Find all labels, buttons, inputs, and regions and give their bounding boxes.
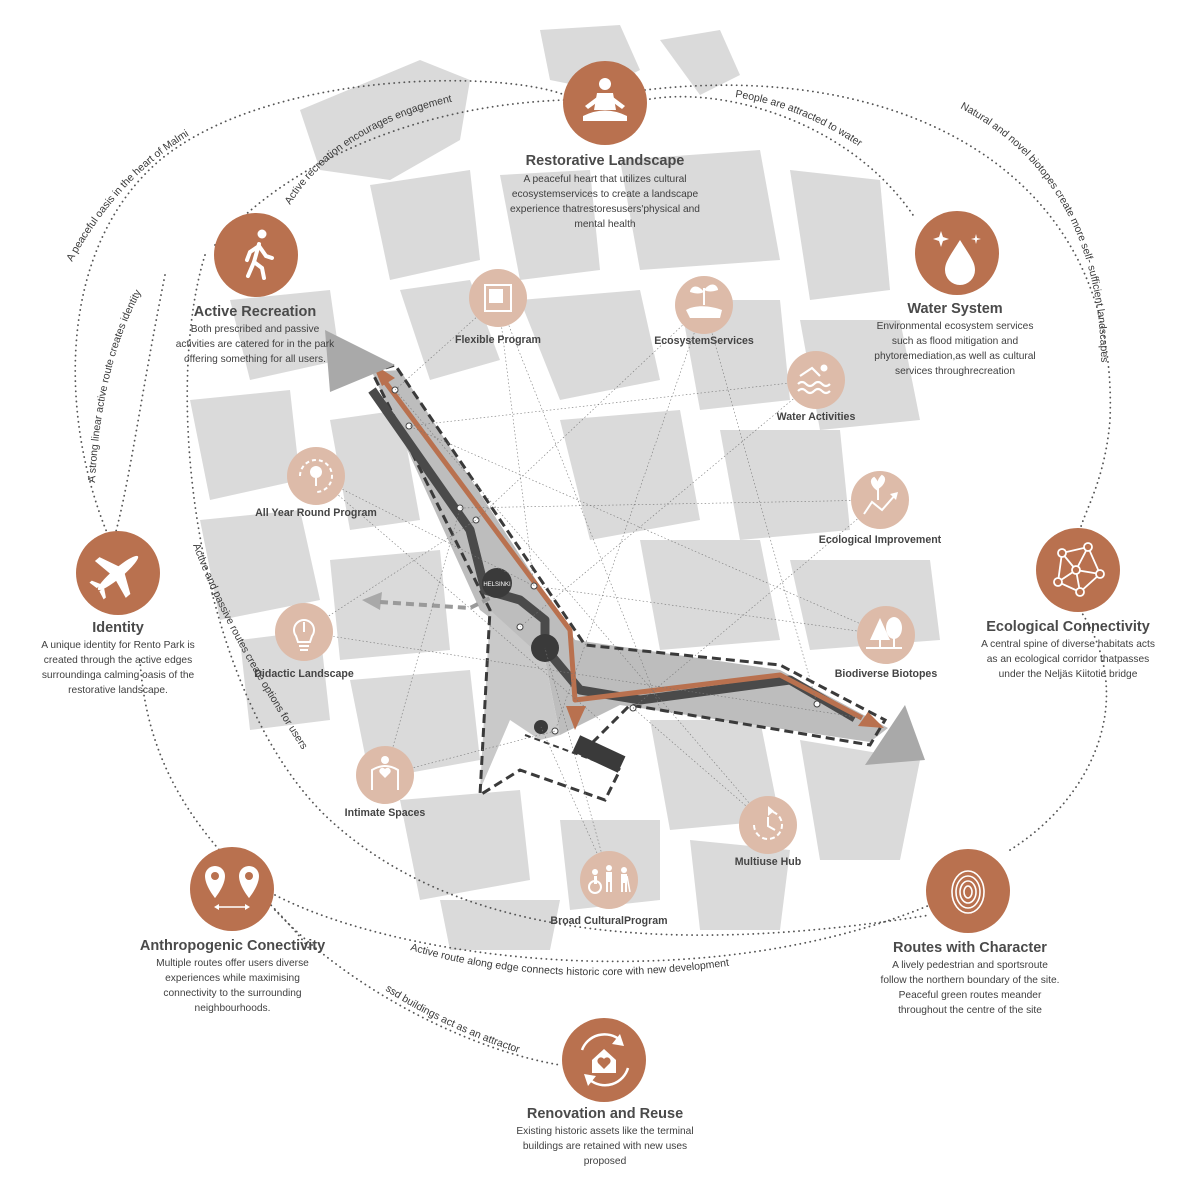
- grey-dashed-route: [379, 596, 491, 611]
- node-desc: Existing historic assets like the termin…: [516, 1126, 694, 1167]
- orange-route: [377, 373, 864, 721]
- frame-icon: [484, 284, 512, 312]
- svg-text:A peaceful oasis in the heart: A peaceful oasis in the heart of Malmi: [64, 128, 191, 264]
- svg-text:People are attracted to water: People are attracted to water: [735, 88, 865, 149]
- network-icon: [1053, 542, 1105, 597]
- sub-label-biodiverse: Biodiverse Biotopes: [834, 668, 938, 680]
- node-title: Restorative Landscape: [525, 153, 685, 169]
- grey-arrow-se: [865, 705, 925, 765]
- sub-node-didactic: [275, 603, 333, 661]
- meditation-icon: [583, 78, 627, 121]
- path-label-water: People are attracted to water: [735, 88, 865, 149]
- node-title: Anthropogenic Conectivity: [139, 938, 326, 954]
- sub-node-broad-cultural: [580, 851, 638, 909]
- node-title: Identity: [92, 620, 144, 636]
- terminal-building: [572, 735, 626, 773]
- water-drop-icon: [933, 231, 981, 285]
- node-title: Water System: [907, 301, 1003, 317]
- node-desc: Both prescribed and passive activities a…: [175, 324, 335, 365]
- sub-label-all-year: All Year Round Program: [255, 507, 377, 519]
- node-identity-text: Identity A unique identity for Rento Par…: [38, 620, 198, 698]
- main-node-restorative: [563, 61, 647, 145]
- swimmer-icon: [797, 364, 831, 395]
- main-node-water: [915, 211, 999, 295]
- sub-node-flexible: [469, 269, 527, 327]
- growth-chart-icon: [863, 474, 898, 515]
- node-desc: A peaceful heart that utilizes cultural …: [510, 174, 700, 230]
- node-renovation-text: Renovation and Reuse Existing historic a…: [495, 1106, 715, 1169]
- node-routes-text: Routes with Character A lively pedestria…: [870, 940, 1070, 1018]
- sprout-hand-icon: [686, 284, 722, 318]
- path-label-oasis: A peaceful oasis in the heart of Malmi: [64, 128, 191, 264]
- path-label-linear-route: A strong linear active route creates ide…: [86, 287, 144, 483]
- sub-node-ecological-improvement: [851, 471, 909, 529]
- node-desc: Environmental ecosystem services such as…: [874, 321, 1036, 377]
- node-title: Routes with Character: [893, 940, 1047, 956]
- fingerprint-icon: [951, 870, 985, 914]
- clock-cycle-icon: [753, 806, 783, 840]
- map-marker-label: HELSINKI: [483, 582, 511, 588]
- sub-label-didactic: Didactic Landscape: [254, 668, 354, 680]
- city-blocks: [190, 25, 940, 950]
- site-boundary: [369, 363, 888, 802]
- house-cycle-icon: [580, 1033, 630, 1087]
- airplane-icon: [89, 555, 139, 600]
- node-restorative-text: Restorative Landscape A peaceful heart t…: [475, 153, 735, 232]
- tree-cycle-icon: [299, 459, 333, 493]
- sub-node-water-activities: [787, 351, 845, 409]
- sub-label-broad-cultural: Broad CulturalProgram: [550, 915, 668, 927]
- sub-label-water-activities: Water Activities: [776, 411, 856, 423]
- orange-arrow-s: [566, 706, 586, 730]
- location-pins-icon: [205, 866, 259, 910]
- node-anthropogenic-text: Anthropogenic Conectivity Multiple route…: [120, 938, 345, 1016]
- node-desc: A unique identity for Rento Park is crea…: [41, 640, 195, 696]
- park-area-lower: [480, 610, 560, 790]
- node-water-text: Water System Environmental ecosystem ser…: [855, 301, 1055, 379]
- sub-node-multiuse: [739, 796, 797, 854]
- node-title: Ecological Connectivity: [986, 619, 1150, 635]
- main-node-routes: [926, 849, 1010, 933]
- sub-node-ecosystem: [675, 276, 733, 334]
- sub-label-flexible: Flexible Program: [455, 334, 541, 346]
- path-label-attractor: ssd buildings act as an attractor: [383, 982, 521, 1055]
- main-node-ecological: [1036, 528, 1120, 612]
- heart-person-icon: [371, 756, 399, 790]
- lightbulb-icon: [293, 619, 315, 651]
- svg-text:ssd buildings act as an attrac: ssd buildings act as an attractor: [383, 982, 521, 1055]
- sub-label-intimate: Intimate Spaces: [344, 807, 426, 819]
- connector-lines: [303, 297, 887, 881]
- grey-arrow-nw: [325, 330, 395, 392]
- node-desc: A central spine of diverse habitats acts…: [981, 639, 1155, 680]
- node-title: Active Recreation: [193, 304, 317, 320]
- main-node-active: [214, 213, 298, 297]
- sub-label-multiuse: Multiuse Hub: [734, 856, 802, 868]
- sub-label-ecosystem: EcosystemServices: [654, 335, 754, 347]
- orange-arrow-se: [858, 712, 884, 728]
- sub-node-all-year: [287, 447, 345, 505]
- sub-node-biodiverse: [857, 606, 915, 664]
- node-active-text: Active Recreation Both prescribed and pa…: [165, 304, 345, 367]
- node-desc: A lively pedestrian and sportsroute foll…: [880, 960, 1060, 1016]
- sub-label-ecological-improvement: Ecological Improvement: [818, 534, 942, 546]
- node-title: Renovation and Reuse: [526, 1106, 684, 1122]
- outer-dotted-paths: [74, 79, 1112, 1066]
- main-node-anthropogenic: [190, 847, 274, 931]
- node-ecological-text: Ecological Connectivity A central spine …: [968, 619, 1168, 682]
- sub-node-intimate: [356, 746, 414, 804]
- main-node-identity: [76, 531, 160, 615]
- main-node-renovation: [562, 1018, 646, 1102]
- svg-text:A strong linear active route c: A strong linear active route creates ide…: [86, 287, 144, 483]
- map-marker-circle: [482, 568, 512, 598]
- people-icon: [588, 865, 631, 894]
- node-desc: Multiple routes offer users diverse expe…: [156, 958, 309, 1014]
- trees-icon: [866, 617, 902, 649]
- walking-person-icon: [245, 229, 274, 280]
- grey-arrow-w: [362, 592, 382, 610]
